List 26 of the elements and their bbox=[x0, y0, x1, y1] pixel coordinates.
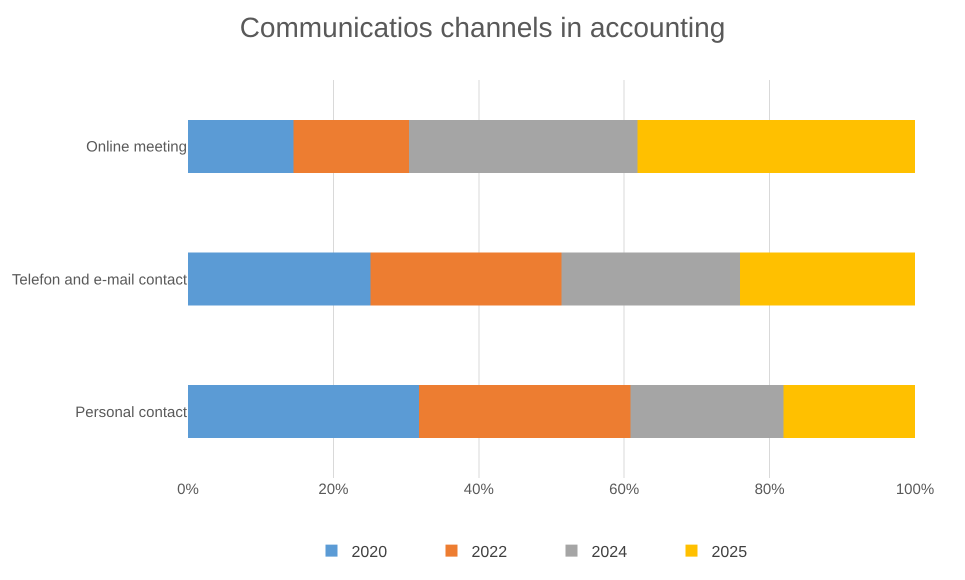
bar bbox=[370, 252, 562, 306]
bar bbox=[293, 120, 410, 173]
bar bbox=[419, 385, 631, 438]
bar bbox=[783, 385, 915, 438]
x-tick-label: 20% bbox=[318, 481, 348, 498]
x-tick-label: 60% bbox=[609, 481, 640, 498]
bar bbox=[740, 252, 915, 306]
x-tick-label: 80% bbox=[754, 481, 785, 498]
legend-label: 2020 bbox=[352, 544, 388, 561]
y-tick-label: Personal contact bbox=[75, 404, 188, 421]
bar bbox=[637, 120, 915, 173]
legend-label: 2025 bbox=[712, 544, 748, 561]
y-tick-label: Online meeting bbox=[86, 138, 187, 156]
bar bbox=[562, 252, 740, 306]
x-tick-label: 100% bbox=[896, 481, 934, 498]
bar bbox=[188, 120, 294, 173]
chart-title: Communicatios channels in accounting bbox=[240, 12, 726, 43]
bar bbox=[630, 385, 784, 438]
x-tick-label: 0% bbox=[177, 481, 199, 498]
bar bbox=[188, 252, 370, 306]
bar bbox=[188, 385, 420, 438]
legend-label: 2024 bbox=[592, 544, 628, 561]
y-tick-label: Telefon and e-mail contact bbox=[12, 271, 188, 288]
legend-label: 2022 bbox=[472, 544, 508, 561]
x-tick-label: 40% bbox=[464, 481, 494, 498]
bar bbox=[409, 120, 638, 173]
